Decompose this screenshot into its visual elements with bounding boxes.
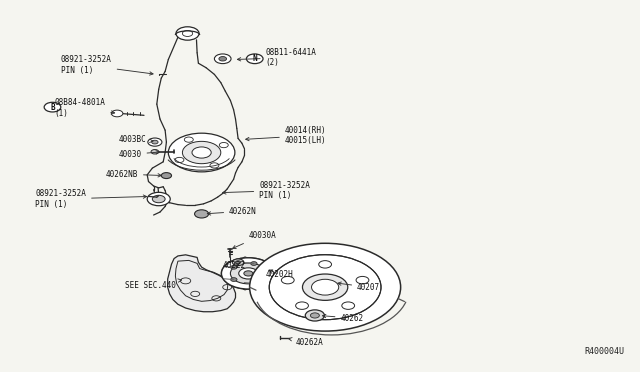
Text: 40262: 40262: [323, 314, 364, 323]
Circle shape: [303, 274, 348, 300]
Text: 40030A: 40030A: [232, 231, 276, 248]
Circle shape: [250, 243, 401, 331]
Text: 40262A: 40262A: [289, 338, 323, 347]
Circle shape: [111, 110, 123, 117]
Text: 08921-3252A
PIN (1): 08921-3252A PIN (1): [223, 181, 310, 200]
Circle shape: [305, 310, 324, 321]
Circle shape: [152, 140, 158, 144]
Text: 40014(RH)
40015(LH): 40014(RH) 40015(LH): [246, 126, 326, 145]
Text: 08B11-6441A
(2): 08B11-6441A (2): [237, 48, 316, 67]
Circle shape: [312, 279, 339, 295]
Circle shape: [219, 57, 227, 61]
Circle shape: [151, 150, 159, 154]
Circle shape: [221, 258, 275, 289]
Text: 4003BC: 4003BC: [118, 135, 153, 144]
Circle shape: [168, 133, 235, 172]
Circle shape: [147, 192, 170, 206]
Text: 08921-3252A
PIN (1): 08921-3252A PIN (1): [61, 55, 153, 75]
Circle shape: [230, 266, 237, 269]
Circle shape: [263, 272, 269, 275]
Circle shape: [230, 263, 266, 284]
Text: 08921-3252A
PIN (1): 08921-3252A PIN (1): [35, 189, 147, 209]
Circle shape: [251, 282, 257, 285]
Circle shape: [161, 173, 172, 179]
Circle shape: [152, 195, 165, 203]
Circle shape: [176, 27, 199, 40]
Text: B: B: [50, 103, 55, 112]
Circle shape: [236, 261, 241, 264]
Polygon shape: [168, 255, 236, 312]
Text: R400004U: R400004U: [584, 347, 624, 356]
Circle shape: [44, 102, 61, 112]
Ellipse shape: [239, 257, 251, 290]
Text: N: N: [252, 54, 257, 63]
Circle shape: [269, 255, 381, 320]
Text: 40030: 40030: [118, 150, 159, 159]
Text: 08B84-4801A
(1): 08B84-4801A (1): [54, 98, 115, 118]
Circle shape: [251, 262, 257, 265]
Circle shape: [310, 313, 319, 318]
Text: 40202H: 40202H: [266, 270, 293, 279]
Text: 40207: 40207: [338, 282, 380, 292]
Circle shape: [148, 138, 162, 146]
Circle shape: [182, 141, 221, 164]
Circle shape: [246, 54, 263, 64]
Text: 40262N: 40262N: [207, 207, 257, 216]
Circle shape: [195, 210, 209, 218]
Text: 40222: 40222: [223, 262, 246, 270]
Circle shape: [239, 268, 258, 279]
Circle shape: [230, 278, 237, 281]
Text: 40262NB: 40262NB: [106, 170, 161, 179]
Circle shape: [244, 271, 253, 276]
Circle shape: [192, 147, 211, 158]
Text: SEE SEC.440: SEE SEC.440: [125, 279, 182, 290]
Circle shape: [232, 259, 244, 266]
Circle shape: [214, 54, 231, 64]
Circle shape: [221, 258, 275, 289]
